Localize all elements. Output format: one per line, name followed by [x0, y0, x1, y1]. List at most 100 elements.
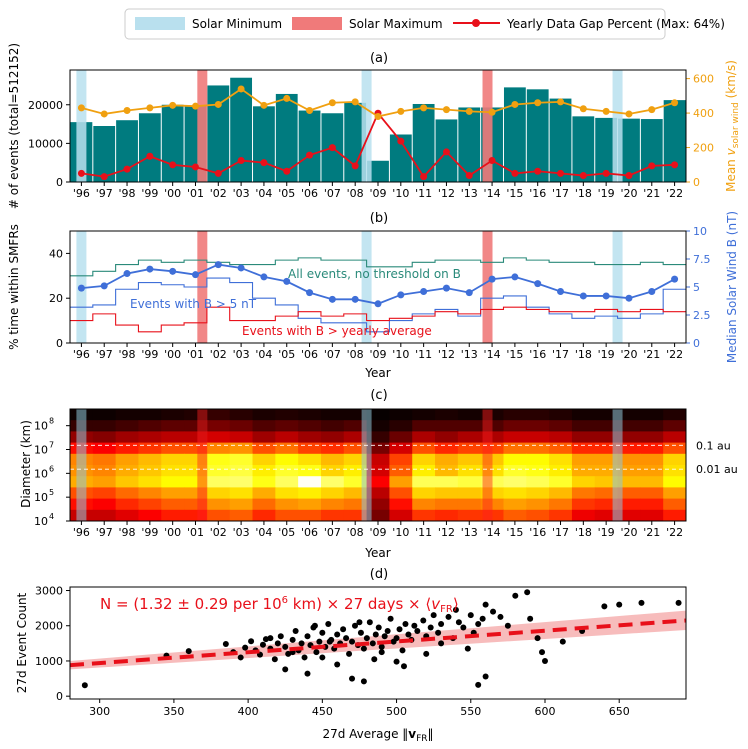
scatter-point	[452, 606, 459, 613]
x-tick-label: '04	[255, 348, 272, 361]
scatter-point	[675, 599, 682, 606]
scatter-point	[539, 649, 546, 656]
x-tick-label: 550	[460, 705, 481, 718]
heat-cell	[389, 431, 413, 444]
heat-cell	[184, 431, 208, 444]
scatter-point	[334, 661, 341, 668]
x-tick-label: '21	[643, 187, 660, 200]
heat-cell	[663, 420, 687, 432]
heat-cell	[184, 409, 208, 421]
vsw-point-2001	[191, 102, 199, 110]
x-tick-label: '99	[141, 187, 158, 200]
heat-cell	[412, 453, 436, 466]
heat-cell	[571, 509, 596, 522]
heat-cell	[594, 453, 619, 466]
vsw-point-2019	[602, 107, 610, 115]
scatter-point	[282, 666, 289, 673]
heat-cell	[115, 465, 139, 477]
heat-cell	[343, 442, 368, 455]
fit-line	[69, 618, 687, 668]
x-tick-label: '20	[620, 348, 637, 361]
x-tick-label: '20	[620, 526, 637, 539]
heat-cell	[617, 465, 641, 477]
x-tick-label: '96	[73, 187, 90, 200]
median-b-point	[237, 264, 245, 272]
x-tick-label: '97	[96, 526, 113, 539]
bar-2020	[618, 118, 640, 182]
heat-cell	[206, 476, 231, 488]
heat-cell	[252, 453, 276, 466]
scatter-point	[222, 641, 229, 648]
heat-cell	[275, 409, 299, 421]
heat-cell	[480, 442, 504, 455]
b-gt-5-step	[70, 277, 686, 333]
x-tick-label: '18	[575, 526, 592, 539]
solar-max-band	[482, 409, 493, 521]
heat-cell	[138, 487, 162, 500]
heat-cell	[206, 420, 231, 432]
heat-cell	[298, 453, 322, 466]
scatter-point	[482, 601, 489, 608]
gap-point-2012	[442, 148, 450, 156]
scatter-point	[325, 620, 332, 627]
x-tick-label: '08	[347, 187, 364, 200]
heat-cell	[617, 509, 641, 522]
heat-cell	[389, 465, 413, 477]
x-tick-label: '02	[210, 526, 227, 539]
x-tick-label: '06	[301, 526, 318, 539]
y-tick-label: 0	[56, 176, 63, 189]
heat-cell	[229, 431, 254, 444]
median-b-point	[648, 287, 656, 295]
bar-2017	[549, 98, 572, 182]
solar-min-band	[612, 409, 623, 521]
x-tick-label: '16	[529, 348, 546, 361]
x-tick-label: '21	[643, 348, 660, 361]
scatter-point	[399, 647, 406, 654]
x-tick-label: '20	[620, 187, 637, 200]
heat-cell	[480, 453, 504, 466]
x-tick-label: '14	[484, 187, 501, 200]
heat-cell	[571, 409, 596, 421]
x-tick-label: '98	[119, 526, 136, 539]
heat-cell	[161, 420, 185, 432]
heat-cell	[161, 465, 185, 477]
legend-solar-min-label: Solar Minimum	[192, 17, 282, 31]
heat-cell	[457, 476, 482, 488]
gap-point-2006	[306, 151, 314, 159]
heat-cell	[252, 487, 276, 500]
x-tick-label: '04	[255, 187, 272, 200]
y2-tick-label: 0	[693, 176, 700, 189]
scatter-point	[319, 629, 326, 636]
scatter-point	[435, 629, 442, 636]
scatter-point	[467, 612, 474, 619]
bar-2002	[207, 85, 230, 182]
heat-cell	[184, 476, 208, 488]
gap-point-2016	[534, 167, 542, 175]
heat-cell	[298, 465, 322, 477]
panel-d-equation: N = (1.32 ± 0.29 per 106 km) × 27 days ×…	[100, 595, 459, 615]
x-tick-label: '07	[324, 526, 341, 539]
gap-point-2000	[169, 161, 177, 169]
panel-b-y2label: Median Solar Wind B (nT)	[725, 211, 739, 363]
scatter-point	[384, 628, 391, 635]
heat-cell	[617, 476, 641, 488]
scatter-point	[267, 635, 274, 642]
bar-1999	[138, 113, 161, 182]
heat-cell	[480, 487, 504, 500]
solar-min-band	[76, 70, 87, 182]
heat-cell	[640, 498, 664, 511]
heat-cell	[229, 509, 254, 522]
heat-cell	[275, 487, 299, 500]
heat-cell	[389, 487, 413, 500]
scatter-point	[427, 624, 434, 631]
heat-cell	[298, 498, 322, 511]
panel-a: 0 10000 20000 0 200 400 600 '96 '97 '98 '99 '00 '01 '…	[28, 70, 714, 200]
heat-cell	[617, 442, 641, 455]
heat-cell	[457, 465, 482, 477]
heat-cell	[298, 487, 322, 500]
gap-point-1998	[123, 165, 131, 173]
x-tick-label: 450	[312, 705, 333, 718]
heat-cell	[435, 487, 459, 500]
scatter-point	[343, 635, 350, 642]
heat-cell	[412, 409, 436, 421]
